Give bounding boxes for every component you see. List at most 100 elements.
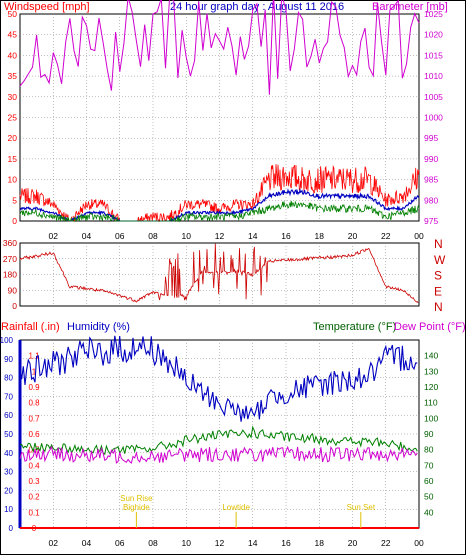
- x-tick-label: 16: [281, 538, 291, 548]
- wind-ytick-label: 45: [8, 30, 18, 40]
- series-temperature-line: [19, 425, 418, 456]
- baro-ytick-label: 1005: [424, 92, 443, 102]
- baro-ytick-label: 1020: [424, 30, 443, 40]
- rain-ytick-label: 0.2: [28, 493, 40, 502]
- series-dew-point-line: [19, 445, 418, 464]
- rain-ytick-label: 1: [32, 367, 37, 376]
- wind-ytick-label: 25: [8, 113, 18, 123]
- rain-ytick-label: 1.1: [28, 352, 40, 361]
- wind-ytick-label: 5: [12, 195, 17, 205]
- x-tick-label: 02: [49, 231, 59, 241]
- compass-label: S: [434, 269, 442, 283]
- series-humidity-line: [19, 335, 418, 422]
- wind-ytick-label: 50: [8, 9, 18, 19]
- baro-ytick-label: 1010: [424, 71, 443, 81]
- baro-ytick-label: 1015: [424, 50, 443, 60]
- baro-ytick-label: 1025: [424, 9, 443, 19]
- wind-ytick-label: 15: [8, 154, 18, 164]
- baro-ytick-label: 995: [424, 133, 438, 143]
- baro-ytick-label: 990: [424, 154, 438, 164]
- x-tick-label: 12: [215, 231, 225, 241]
- temperature-ytick-label: 70: [424, 460, 434, 470]
- humidity-ytick-label: 10: [4, 505, 13, 514]
- annotation-label: Bighide: [123, 503, 150, 512]
- x-tick-label: 18: [315, 231, 325, 241]
- x-tick-label: 14: [248, 231, 258, 241]
- compass-label: E: [434, 284, 442, 298]
- annotation-label: Sun Set: [347, 503, 376, 512]
- baro-axis-title: Barometer [mb]: [372, 1, 448, 13]
- rain-ytick-label: 0.6: [28, 430, 40, 439]
- rain-axis-title: Rainfall (.in): [1, 321, 60, 333]
- humidity-ytick-label: 0: [9, 524, 14, 533]
- x-tick-label: 10: [182, 231, 192, 241]
- temperature-ytick-label: 80: [424, 445, 434, 455]
- temperature-ytick-label: 40: [424, 507, 434, 517]
- series-wind-line: [19, 200, 420, 223]
- x-tick-label: 10: [182, 538, 192, 548]
- direction-ytick-label: 90: [8, 285, 18, 295]
- compass-label: N: [434, 237, 443, 251]
- x-tick-label: 20: [348, 538, 358, 548]
- compass-label: N: [434, 300, 443, 314]
- rain-ytick-label: 0.8: [28, 399, 40, 408]
- rain-humidity-temp-panel: 0 10 20 30 40 50 60 70 80 90 10 00 0.1 0.2 0.3 0.4 0.5 0.…: [0, 335, 438, 548]
- temperature-ytick-label: 140: [424, 351, 438, 361]
- x-tick-label: 06: [115, 538, 125, 548]
- temperature-ytick-label: 90: [424, 429, 434, 439]
- wind-axis-title: Windspeed [mph]: [4, 1, 90, 13]
- rain-ytick-label: 0.7: [28, 414, 40, 423]
- x-tick-label: 08: [148, 538, 158, 548]
- wind-ytick-label: 0: [12, 216, 17, 226]
- temperature-ytick-label: 50: [424, 492, 434, 502]
- temperature-ytick-label: 110: [424, 398, 438, 408]
- x-tick-label: 12: [215, 538, 225, 548]
- rain-ytick-label: 0.5: [28, 446, 40, 455]
- dewpoint-axis-title: Dew Point (°F): [394, 321, 466, 333]
- annotation-label: Lowtide: [222, 503, 250, 512]
- wind-ytick-label: 30: [8, 92, 18, 102]
- wind-ytick-label: 20: [8, 133, 18, 143]
- rain-ytick-label: 0.1: [28, 508, 40, 517]
- wind-ytick-label: 40: [8, 50, 18, 60]
- x-tick-label: 00: [414, 231, 424, 241]
- baro-ytick-label: 980: [424, 195, 438, 205]
- wind-ytick-label: 10: [8, 175, 18, 185]
- humidity-ytick-label: 30: [4, 468, 13, 477]
- humidity-axis-title: Humidity (%): [67, 321, 130, 333]
- x-tick-label: 16: [281, 231, 291, 241]
- rain-ytick-label: 0.3: [28, 477, 40, 486]
- direction-ytick-label: 180: [3, 270, 17, 280]
- annotation-label: Sun Rise: [120, 494, 153, 503]
- x-tick-label: 22: [381, 231, 391, 241]
- x-tick-label: 02: [49, 538, 59, 548]
- humidity-ytick-label: 70: [4, 392, 13, 401]
- rain-ytick-label: 0.4: [28, 461, 40, 470]
- direction-ytick-label: 360: [3, 238, 17, 248]
- temperature-ytick-label: 120: [424, 382, 438, 392]
- series-average-line: [19, 187, 420, 222]
- humidity-ytick-label: 90: [4, 355, 13, 364]
- x-tick-label: 04: [82, 538, 92, 548]
- x-tick-label: 14: [248, 538, 258, 548]
- x-tick-label: 00: [414, 538, 424, 548]
- x-tick-label: 20: [348, 231, 358, 241]
- series-barometer-line: [19, 0, 420, 95]
- compass-label: W: [434, 253, 446, 267]
- rain-ytick-label: 0.9: [28, 383, 40, 392]
- baro-ytick-label: 975: [424, 216, 438, 226]
- humidity-ytick-label: 80: [4, 374, 13, 383]
- humidity-ytick-label: 40: [4, 449, 13, 458]
- humidity-ytick-label: 60: [4, 411, 13, 420]
- x-tick-label: 18: [315, 538, 325, 548]
- temperature-ytick-label: 130: [424, 366, 438, 376]
- series-direction-line: [19, 243, 419, 304]
- wind-baro-panel: 0510152025303540455097598098599099510001…: [8, 0, 443, 241]
- x-tick-label: 04: [82, 231, 92, 241]
- temperature-ytick-label: 60: [424, 476, 434, 486]
- direction-ytick-label: 0: [12, 301, 17, 311]
- x-tick-label: 08: [148, 231, 158, 241]
- humidity-ytick-label: 50: [4, 430, 13, 439]
